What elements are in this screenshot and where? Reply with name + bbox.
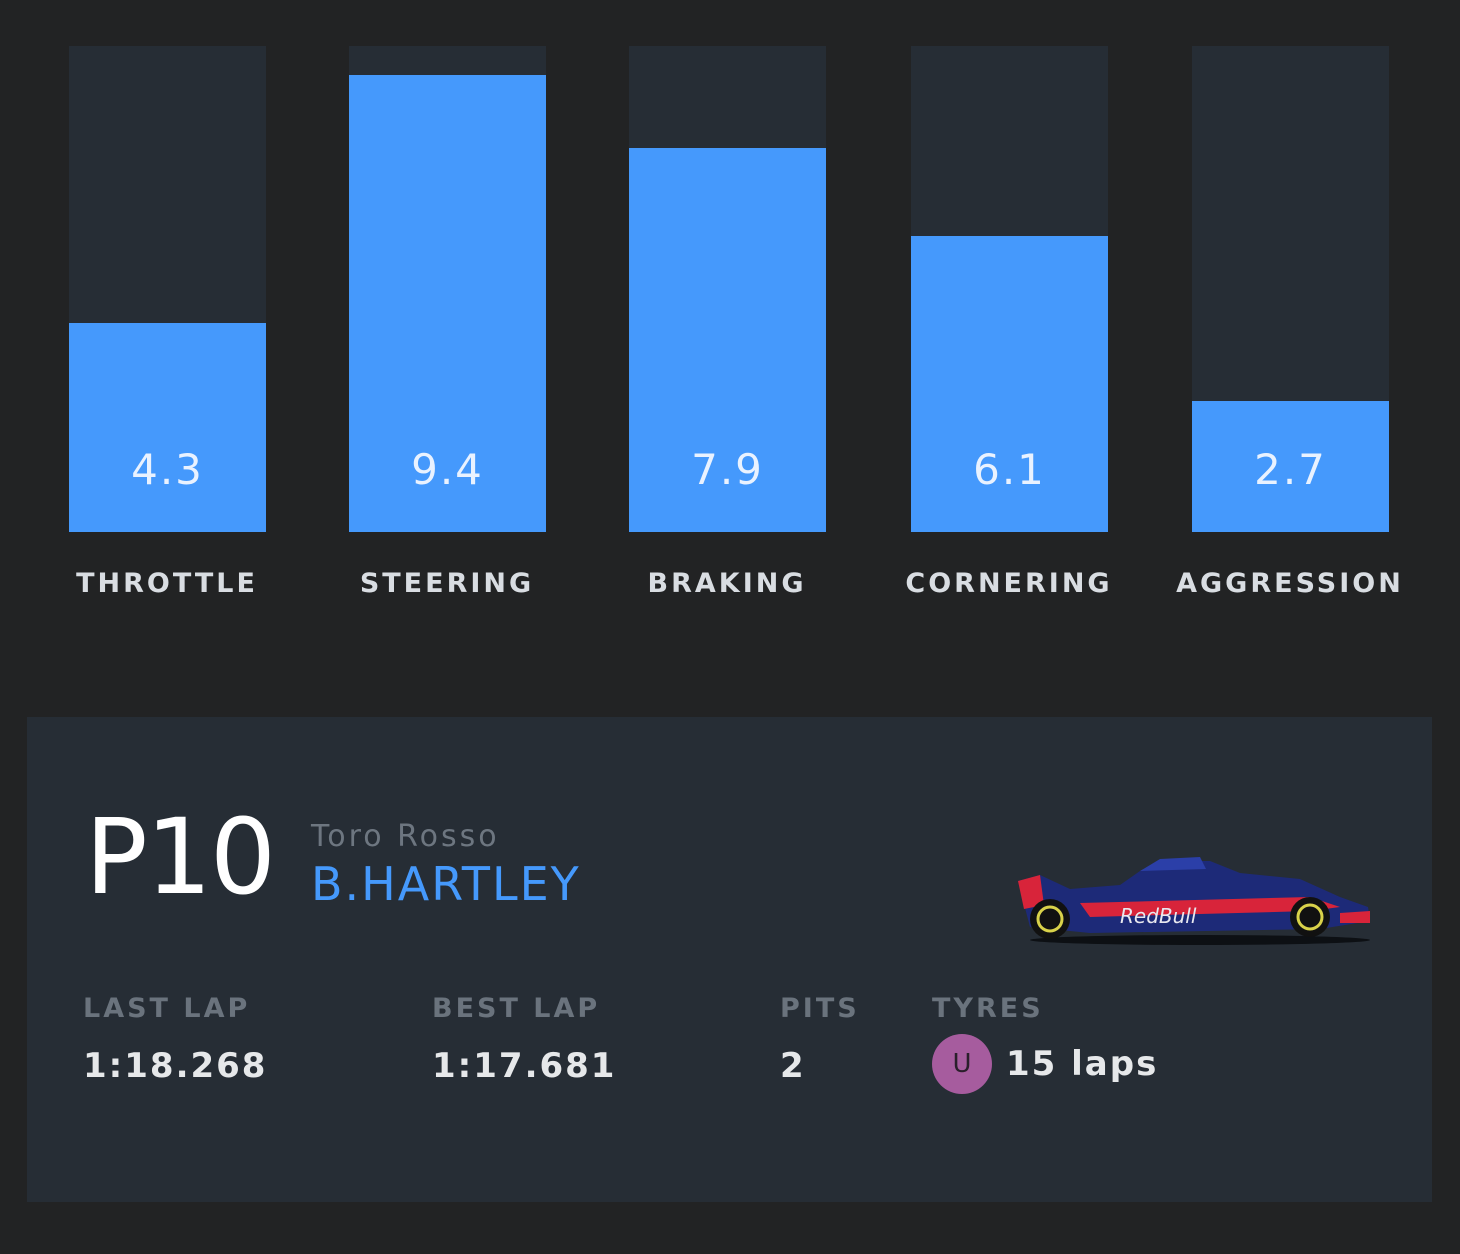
- bar-track-throttle: 4.3: [69, 46, 266, 532]
- driver-metrics-chart: 4.3 THROTTLE 9.4 STEERING 7.9 BRAKING 6.1 CORNE…: [69, 46, 1404, 599]
- toro-rosso-car-icon: RedBull: [1018, 857, 1370, 945]
- svg-text:RedBull: RedBull: [1120, 904, 1197, 928]
- last-lap-stat: LAST LAP 1:18.268: [83, 993, 267, 1086]
- pits-stat: PITS 2: [780, 993, 860, 1086]
- bar-track-steering: 9.4: [349, 46, 546, 532]
- bar-braking: 7.9: [629, 148, 826, 532]
- bar-aggression: 2.7: [1192, 401, 1389, 532]
- pits-value: 2: [780, 1046, 806, 1086]
- best-lap-label: BEST LAP: [432, 993, 601, 1024]
- bar-value-aggression: 2.7: [1254, 445, 1327, 494]
- pits-label: PITS: [780, 993, 860, 1024]
- bar-track-aggression: 2.7: [1192, 46, 1389, 532]
- tyres-stat: TYRES U 15 laps: [932, 993, 1158, 1094]
- tyres-value: U 15 laps: [932, 1034, 1158, 1094]
- bar-label-braking: BRAKING: [647, 568, 807, 599]
- race-position: P10: [85, 796, 276, 918]
- bar-label-throttle: THROTTLE: [76, 568, 258, 599]
- driver-name: B.HARTLEY: [311, 857, 581, 911]
- bar-value-braking: 7.9: [691, 445, 764, 494]
- best-lap-stat: BEST LAP 1:17.681: [432, 993, 616, 1086]
- tyre-laps: 15 laps: [1006, 1044, 1159, 1084]
- bar-label-aggression: AGGRESSION: [1176, 568, 1404, 599]
- last-lap-label: LAST LAP: [83, 993, 251, 1024]
- best-lap-value: 1:17.681: [432, 1046, 617, 1086]
- last-lap-value: 1:18.268: [83, 1046, 268, 1086]
- bar-value-steering: 9.4: [411, 445, 484, 494]
- tyres-label: TYRES: [932, 993, 1044, 1024]
- bar-steering: 9.4: [349, 75, 546, 532]
- bar-value-throttle: 4.3: [131, 445, 204, 494]
- bar-track-braking: 7.9: [629, 46, 826, 532]
- bar-label-cornering: CORNERING: [905, 568, 1113, 599]
- bar-value-cornering: 6.1: [973, 445, 1046, 494]
- tyre-compound-badge: U: [932, 1034, 992, 1094]
- team-name: Toro Rosso: [311, 819, 500, 854]
- bar-cornering: 6.1: [911, 236, 1108, 532]
- bar-throttle: 4.3: [69, 323, 266, 532]
- bar-label-steering: STEERING: [359, 568, 535, 599]
- driver-card: P10 Toro Rosso B.HARTLEY RedBull LAST LA…: [27, 717, 1432, 1202]
- bar-track-cornering: 6.1: [911, 46, 1108, 532]
